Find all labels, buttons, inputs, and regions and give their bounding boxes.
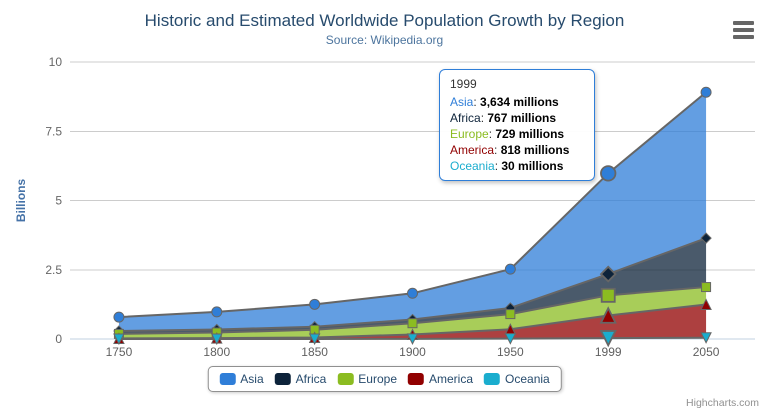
tooltip-series-value: 729 millions bbox=[495, 127, 565, 141]
tooltip-series-value: 30 millions bbox=[501, 159, 564, 173]
tooltip-series-value: 818 millions bbox=[500, 143, 570, 157]
marker-oceania-1900[interactable] bbox=[406, 333, 419, 345]
marker-europe-1999[interactable] bbox=[600, 287, 616, 303]
marker-america-1999[interactable] bbox=[599, 306, 617, 324]
y-axis-tick-label: 2.5 bbox=[45, 263, 62, 277]
area-africa[interactable] bbox=[118, 238, 707, 334]
marker-oceania-1850[interactable] bbox=[308, 333, 321, 346]
marker-europe-1900[interactable] bbox=[407, 318, 418, 329]
marker-asia-1999[interactable] bbox=[600, 165, 617, 182]
chart-subtitle: Source: Wikipedia.org bbox=[325, 33, 444, 47]
tooltip-series-name: Asia bbox=[450, 95, 474, 109]
legend-swatch-icon bbox=[408, 373, 425, 385]
marker-asia-1800[interactable] bbox=[211, 306, 223, 318]
x-axis-tick-label: 2050 bbox=[693, 345, 720, 359]
tooltip: 1999 Asia: 3,634 millions Africa: 767 mil… bbox=[439, 69, 595, 181]
marker-europe-1950[interactable] bbox=[505, 309, 516, 320]
area-america[interactable] bbox=[118, 304, 707, 339]
marker-oceania-2050[interactable] bbox=[700, 332, 712, 344]
legend-swatch-icon bbox=[484, 373, 501, 385]
legend: Asia Africa Europe America Oceania bbox=[207, 366, 562, 392]
legend-item-label: Oceania bbox=[505, 372, 550, 386]
tooltip-row-asia: Asia: 3,634 millions bbox=[450, 95, 559, 109]
x-axis-tick-label: 1999 bbox=[595, 345, 622, 359]
tooltip-rows: Asia: 3,634 millions Africa: 767 millions… bbox=[450, 94, 584, 174]
legend-item-label: Africa bbox=[295, 372, 327, 386]
tooltip-series-value: 767 millions bbox=[487, 111, 557, 125]
marker-asia-1850[interactable] bbox=[309, 298, 321, 310]
tooltip-series-name: Oceania bbox=[450, 159, 495, 173]
marker-asia-2050[interactable] bbox=[700, 86, 712, 98]
legend-swatch-icon bbox=[219, 373, 236, 385]
x-axis-tick-label: 1900 bbox=[399, 345, 426, 359]
legend-item-label: Asia bbox=[240, 372, 264, 386]
legend-item-asia[interactable]: Asia bbox=[219, 372, 264, 386]
marker-africa-1999[interactable] bbox=[599, 265, 617, 283]
marker-asia-1750[interactable] bbox=[113, 311, 125, 323]
legend-swatch-icon bbox=[337, 373, 354, 385]
legend-item-oceania[interactable]: Oceania bbox=[484, 372, 550, 386]
hamburger-menu-icon bbox=[733, 21, 754, 39]
marker-oceania-1750[interactable] bbox=[113, 333, 125, 346]
y-axis-tick-label: 0 bbox=[55, 332, 62, 346]
legend-item-europe[interactable]: Europe bbox=[337, 372, 397, 386]
marker-asia-1900[interactable] bbox=[407, 287, 418, 299]
area-asia[interactable] bbox=[118, 92, 707, 331]
x-axis-tick-label: 1950 bbox=[497, 345, 524, 359]
chart-title: Historic and Estimated Worldwide Populat… bbox=[144, 11, 625, 30]
marker-oceania-1999[interactable] bbox=[599, 330, 617, 348]
export-menu-button[interactable] bbox=[733, 21, 754, 39]
marker-europe-2050[interactable] bbox=[701, 282, 712, 293]
x-axis-tick-label: 1850 bbox=[301, 345, 328, 359]
tooltip-series-value: 3,634 millions bbox=[480, 95, 559, 109]
legend-item-america[interactable]: America bbox=[408, 372, 473, 386]
tooltip-row-america: America: 818 millions bbox=[450, 143, 570, 157]
y-axis-tick-label: 7.5 bbox=[45, 124, 62, 138]
tooltip-row-europe: Europe: 729 millions bbox=[450, 127, 565, 141]
x-axis-tick-label: 1750 bbox=[106, 345, 133, 359]
marker-oceania-1800[interactable] bbox=[210, 333, 223, 346]
legend-swatch-icon bbox=[274, 373, 291, 385]
tooltip-series-name: America bbox=[450, 143, 495, 157]
credits-link[interactable]: Highcharts.com bbox=[686, 397, 759, 409]
marker-asia-1950[interactable] bbox=[504, 263, 516, 275]
tooltip-header: 1999 bbox=[450, 77, 477, 91]
y-axis-title: Billions bbox=[14, 179, 28, 223]
y-axis-tick-label: 10 bbox=[49, 55, 63, 69]
x-axis-tick-label: 1800 bbox=[203, 345, 230, 359]
legend-item-label: America bbox=[429, 372, 474, 386]
tooltip-series-name: Africa bbox=[450, 111, 481, 125]
marker-america-2050[interactable] bbox=[700, 298, 712, 310]
tooltip-row-africa: Africa: 767 millions bbox=[450, 111, 557, 125]
y-axis-tick-label: 5 bbox=[55, 194, 62, 208]
tooltip-row-oceania: Oceania: 30 millions bbox=[450, 159, 564, 173]
legend-item-africa[interactable]: Africa bbox=[274, 372, 327, 386]
marker-africa-2050[interactable] bbox=[700, 232, 712, 244]
legend-item-label: Europe bbox=[358, 372, 398, 386]
tooltip-series-name: Europe bbox=[450, 127, 489, 141]
marker-oceania-1950[interactable] bbox=[504, 333, 517, 345]
